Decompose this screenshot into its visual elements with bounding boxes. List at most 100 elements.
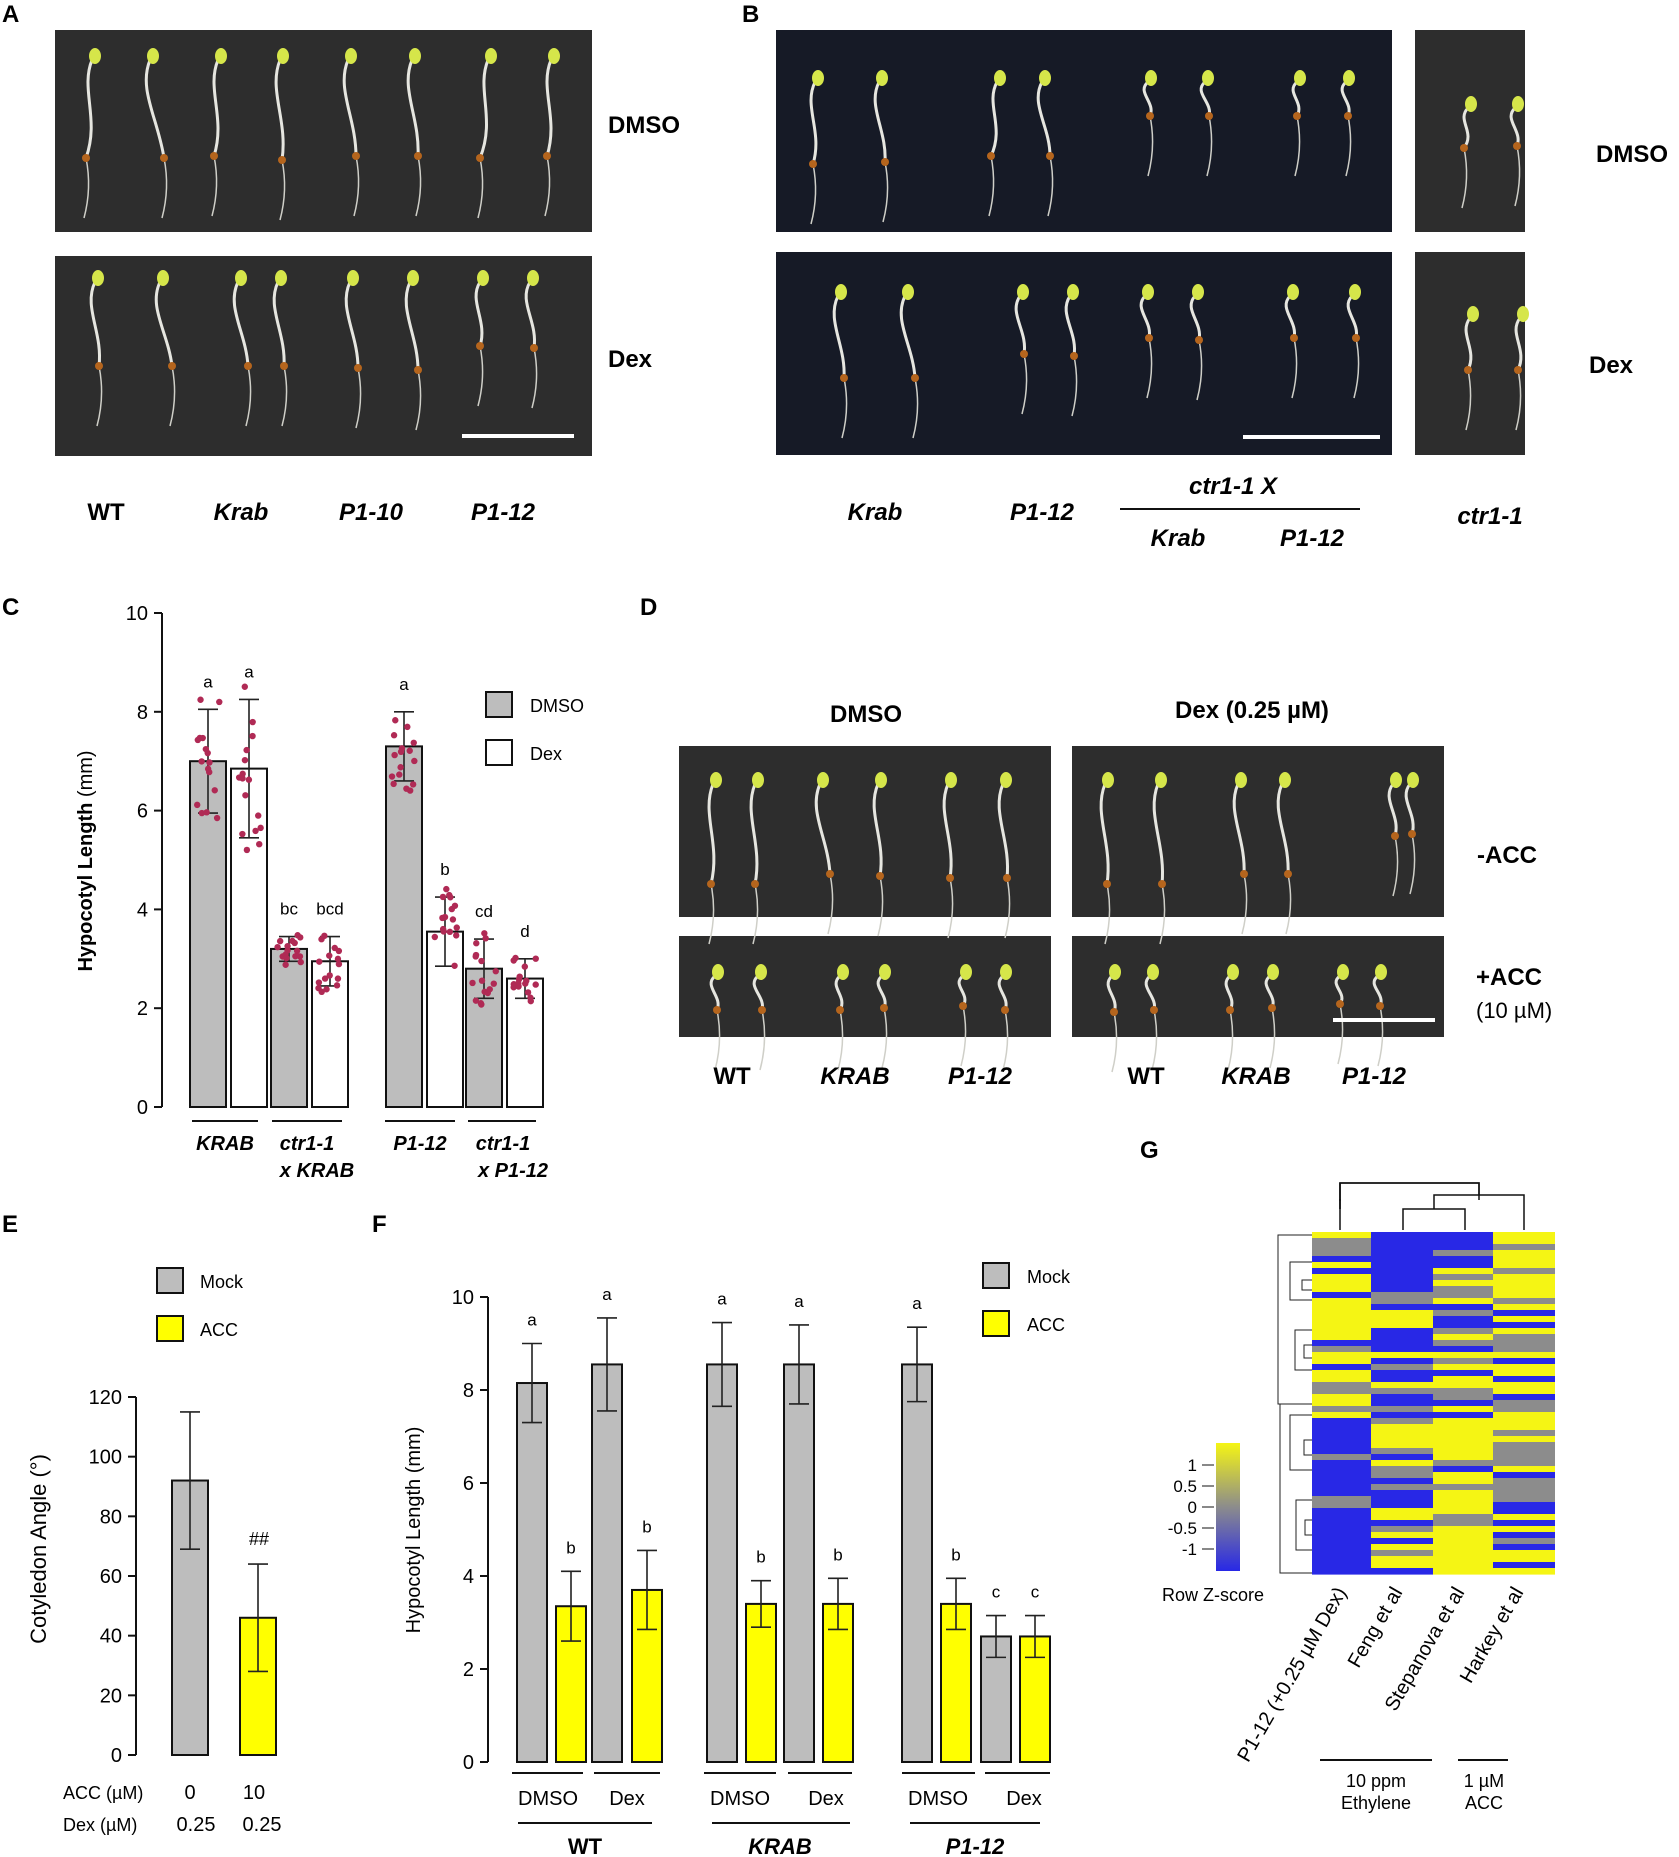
seedling-seed xyxy=(826,870,834,878)
seedling-seed xyxy=(1046,152,1054,160)
seedling-root xyxy=(281,365,288,427)
data-point xyxy=(478,957,485,965)
heatmap-cell xyxy=(1371,1358,1433,1365)
heatmap-column-2: Feng et al xyxy=(1344,1584,1408,1672)
color-scale-tick-3: 0 xyxy=(1188,1498,1197,1517)
seedling-cotyledon xyxy=(1517,306,1529,322)
legend-f-mock-label: Mock xyxy=(1027,1267,1071,1287)
row-label-e-dex: Dex (µM) xyxy=(63,1815,137,1835)
photo-b-dex xyxy=(776,252,1392,455)
header-d-dex: Dex (0.25 µM) xyxy=(1175,697,1329,724)
data-point xyxy=(291,939,298,947)
heatmap-cell xyxy=(1312,1442,1371,1449)
seedling-stem xyxy=(84,59,94,159)
data-point xyxy=(397,764,404,771)
seedling-seed xyxy=(987,152,995,160)
seedling-cotyledon xyxy=(817,772,829,788)
row-label-e-acc: ACC (µM) xyxy=(63,1783,143,1803)
genotype-d-1: WT xyxy=(713,1063,751,1090)
data-point xyxy=(447,894,454,901)
seedling-seed xyxy=(1513,142,1521,150)
data-point xyxy=(492,968,499,975)
heatmap-cell xyxy=(1371,1388,1433,1395)
heatmap-cell xyxy=(1371,1436,1433,1443)
heatmap-cell xyxy=(1371,1430,1433,1437)
data-point xyxy=(206,768,213,776)
seedling xyxy=(1284,284,1299,399)
data-point xyxy=(404,723,411,731)
data-point xyxy=(510,957,517,964)
color-scale-tick-1: 1 xyxy=(1188,1456,1197,1475)
heatmap-cell xyxy=(1312,1322,1371,1329)
group-g-1-line2: Ethylene xyxy=(1341,1793,1411,1813)
data-point xyxy=(451,962,458,969)
heatmap-cell xyxy=(1371,1346,1433,1353)
heatmap-cell xyxy=(1433,1478,1493,1485)
heatmap-cell xyxy=(1312,1478,1371,1485)
seedling-root xyxy=(1021,353,1028,415)
data-point xyxy=(532,955,539,962)
heatmap-cell xyxy=(1493,1244,1555,1251)
data-point xyxy=(472,997,480,1004)
seedling xyxy=(832,284,848,439)
y-tick-label: 4 xyxy=(463,1566,474,1588)
seedling-cotyledon xyxy=(92,270,104,286)
annotation-e: ## xyxy=(249,1529,269,1549)
heatmap-cell xyxy=(1493,1310,1555,1317)
heatmap-cell xyxy=(1371,1328,1433,1335)
seedling-seed xyxy=(1195,336,1203,344)
heatmap-cell xyxy=(1493,1382,1555,1389)
heatmap-cell xyxy=(1312,1310,1371,1317)
data-point xyxy=(203,809,210,816)
heatmap-cell xyxy=(1433,1286,1493,1293)
cross-genotype-p1-12: P1-12 xyxy=(1280,525,1345,552)
seedling-root xyxy=(531,347,538,409)
heatmap-cell xyxy=(1312,1436,1371,1443)
heatmap-cell xyxy=(1493,1406,1555,1413)
y-tick-label: 80 xyxy=(100,1506,122,1528)
y-tick-label: 2 xyxy=(137,998,148,1020)
seedling-seed xyxy=(1003,874,1011,882)
legend-c-dmso-swatch xyxy=(485,691,513,718)
heatmap-cell xyxy=(1371,1322,1433,1329)
seedling-seed xyxy=(1103,880,1111,888)
heatmap-cell xyxy=(1433,1442,1493,1449)
seedling-stem xyxy=(1014,295,1027,355)
genotype-f-p1-12: P1-12 xyxy=(946,1834,1005,1857)
seedling xyxy=(987,70,1006,217)
heatmap-cell xyxy=(1312,1400,1371,1407)
heatmap-cell xyxy=(1371,1304,1433,1311)
heatmap-cell xyxy=(1312,1364,1371,1371)
heatmap-cell xyxy=(1312,1340,1371,1347)
group-c-x-p1-12: x P1-12 xyxy=(477,1160,548,1182)
heatmap-cell xyxy=(1312,1538,1371,1545)
heatmap-cell xyxy=(1371,1232,1433,1239)
heatmap-cell xyxy=(1493,1340,1555,1347)
data-point xyxy=(197,696,204,703)
heatmap-cell xyxy=(1433,1514,1493,1521)
data-point xyxy=(284,942,291,950)
seedling-root xyxy=(1241,873,1248,935)
seedling-root xyxy=(245,365,252,427)
seedling-seed xyxy=(880,1004,888,1012)
seedling-root xyxy=(1345,115,1352,177)
seedling-seed xyxy=(1284,870,1292,878)
seedling-root xyxy=(1465,369,1472,431)
data-point xyxy=(527,994,534,1001)
group-g-2-line1: 1 µM xyxy=(1464,1771,1504,1791)
seedling-root xyxy=(1269,1007,1276,1069)
heatmap-cell xyxy=(1312,1304,1371,1311)
heatmap-cell xyxy=(1312,1550,1371,1557)
seedling-root xyxy=(1461,147,1468,209)
seedling-cotyledon xyxy=(277,48,289,64)
seedlings-b-dmso xyxy=(809,70,1355,225)
seedling xyxy=(752,964,767,1071)
significance-letter: c xyxy=(992,1583,1001,1602)
row-label-d-minus-acc: -ACC xyxy=(1477,842,1537,869)
seedling xyxy=(274,48,289,221)
heatmap-cell xyxy=(1312,1466,1371,1473)
heatmap-cell xyxy=(1371,1340,1433,1347)
dex-value-1: 0.25 xyxy=(177,1814,216,1836)
heatmap-cell xyxy=(1371,1454,1433,1461)
